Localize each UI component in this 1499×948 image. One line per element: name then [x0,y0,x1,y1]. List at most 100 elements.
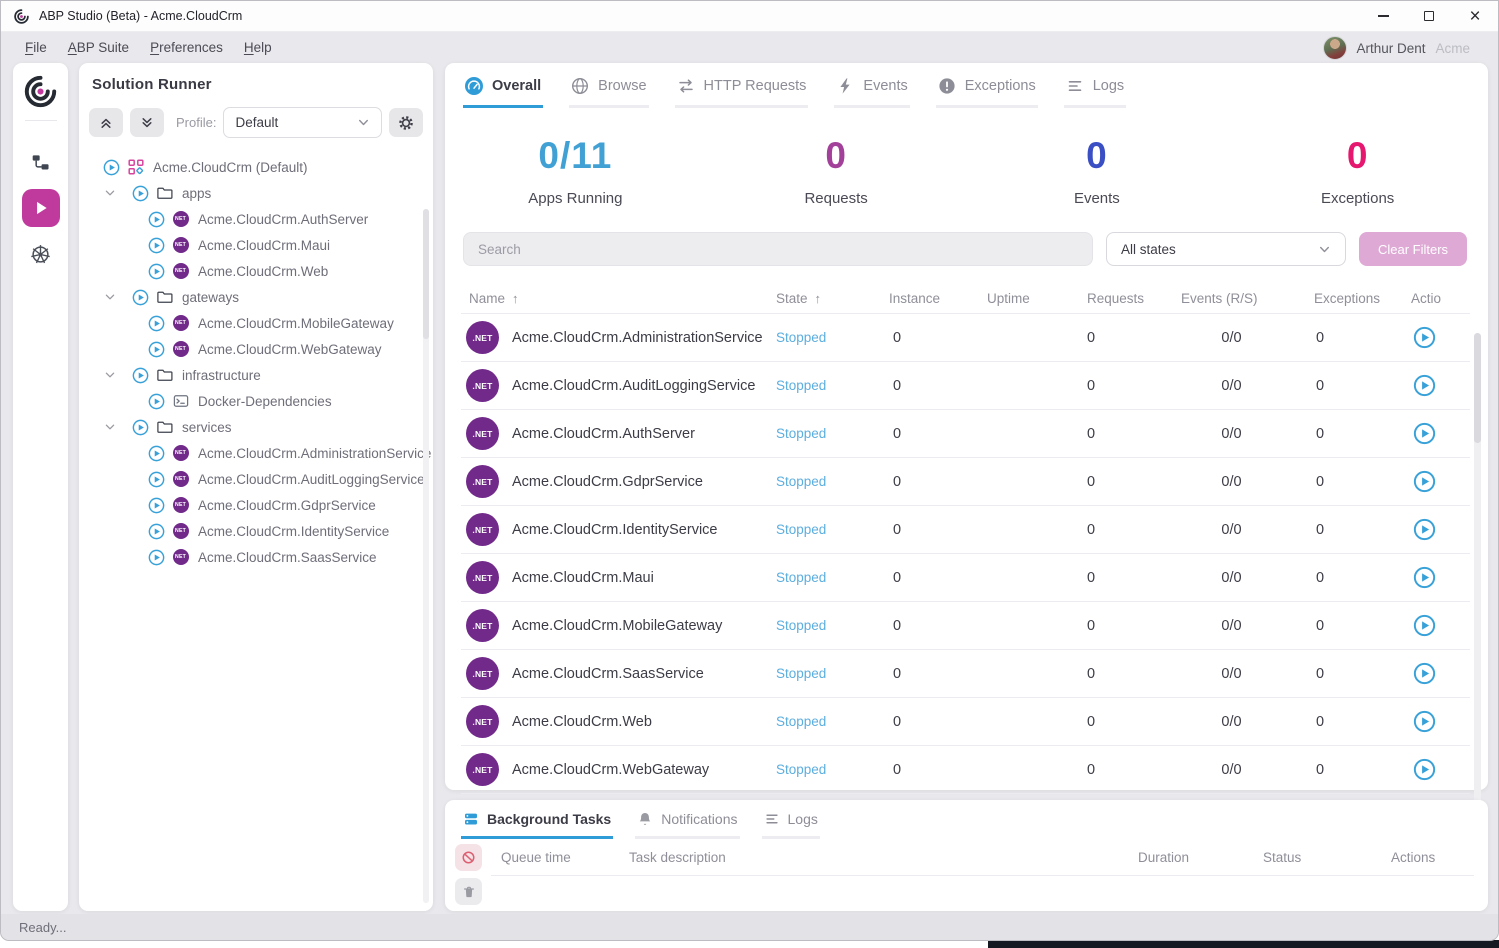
chevron-down-icon[interactable] [103,186,118,201]
play-circle-icon[interactable] [132,289,149,306]
service-row-acme-cloudcrm-maui[interactable]: .NET Acme.CloudCrm.Maui Stopped 0 0 0/0 0 [461,554,1470,602]
service-instance: 0 [893,569,902,586]
tree-item-acme-cloudcrm-administrationservice[interactable]: NET Acme.CloudCrm.AdministrationService [79,440,433,466]
chevron-down-icon[interactable] [103,290,118,305]
tree-item-acme-cloudcrm-maui[interactable]: NET Acme.CloudCrm.Maui [79,232,433,258]
close-button[interactable]: × [1452,1,1498,31]
start-service-button[interactable] [1413,470,1436,493]
play-circle-icon[interactable] [132,367,149,384]
play-circle-icon[interactable] [148,523,165,540]
clear-filters-button[interactable]: Clear Filters [1359,232,1467,266]
service-name: Acme.CloudCrm.Web [512,713,652,730]
play-circle-icon[interactable] [148,445,165,462]
chevron-down-icon[interactable] [103,420,118,435]
play-circle-icon[interactable] [103,159,120,176]
chevron-down-icon[interactable] [103,368,118,383]
tab-overall[interactable]: Overall [463,77,544,108]
service-row-acme-cloudcrm-mobilegateway[interactable]: .NET Acme.CloudCrm.MobileGateway Stopped 0 0… [461,602,1470,650]
expand-all-button[interactable] [130,108,164,137]
tree-item-acme-cloudcrm-webgateway[interactable]: NET Acme.CloudCrm.WebGateway [79,336,433,362]
play-circle-icon[interactable] [148,211,165,228]
tab-background-tasks[interactable]: Background Tasks [461,811,614,839]
tab-label: Logs [787,811,818,827]
start-service-button[interactable] [1413,758,1436,781]
scrollbar-thumb[interactable] [1474,333,1481,443]
tab-notifications[interactable]: Notifications [635,811,740,839]
solution-tree-scrollbar[interactable] [423,209,429,903]
tree-item-infrastructure[interactable]: infrastructure [79,362,433,388]
search-input[interactable] [463,232,1093,266]
play-circle-icon[interactable] [132,419,149,436]
minimize-button[interactable] [1360,1,1406,31]
column-header-state[interactable]: State ↑ [776,290,822,306]
kubernetes-button[interactable] [22,235,60,273]
menu-item-file[interactable]: File [25,40,47,55]
tree-item-acme-cloudcrm-auditloggingservice[interactable]: NET Acme.CloudCrm.AuditLoggingService [79,466,433,492]
gauge-icon [465,77,483,95]
start-service-button[interactable] [1413,422,1436,445]
tree-item-apps[interactable]: apps [79,180,433,206]
maximize-button[interactable] [1406,1,1452,31]
play-circle-icon[interactable] [148,237,165,254]
service-row-acme-cloudcrm-webgateway[interactable]: .NET Acme.CloudCrm.WebGateway Stopped 0 0 0/0… [461,746,1470,794]
play-circle-icon[interactable] [148,497,165,514]
tab-browse[interactable]: Browse [569,77,649,108]
scrollbar-thumb[interactable] [423,209,429,339]
tree-item-services[interactable]: services [79,414,433,440]
service-row-acme-cloudcrm-authserver[interactable]: .NET Acme.CloudCrm.AuthServer Stopped 0 0 0/0… [461,410,1470,458]
play-circle-icon[interactable] [148,471,165,488]
tree-item-acme-cloudcrm-authserver[interactable]: NET Acme.CloudCrm.AuthServer [79,206,433,232]
play-circle-icon[interactable] [148,549,165,566]
menu-item-preferences[interactable]: Preferences [150,40,223,55]
play-circle-icon[interactable] [148,341,165,358]
profile-select[interactable]: Default [223,107,382,138]
tab-logs[interactable]: Logs [1063,77,1127,108]
menu-item-abp-suite[interactable]: ABP Suite [67,40,130,55]
maximize-icon [1424,11,1434,21]
tree-item-acme-cloudcrm-mobilegateway[interactable]: NET Acme.CloudCrm.MobileGateway [79,310,433,336]
start-service-button[interactable] [1413,374,1436,397]
column-header-name[interactable]: Name ↑ [469,290,519,306]
tree-item-docker-dependencies[interactable]: Docker-Dependencies [79,388,433,414]
service-row-acme-cloudcrm-saasservice[interactable]: .NET Acme.CloudCrm.SaasService Stopped 0 0 0/… [461,650,1470,698]
start-service-button[interactable] [1413,326,1436,349]
start-service-button[interactable] [1413,518,1436,541]
dotnet-icon: NET [172,497,189,514]
start-service-button[interactable] [1413,710,1436,733]
tree-item-acme-cloudcrm-gdprservice[interactable]: NET Acme.CloudCrm.GdprService [79,492,433,518]
tree-item-gateways[interactable]: gateways [79,284,433,310]
stat-value: 0 [1346,135,1369,176]
solution-explorer-button[interactable] [22,143,60,181]
runner-settings-button[interactable] [389,108,423,137]
service-row-acme-cloudcrm-gdprservice[interactable]: .NET Acme.CloudCrm.GdprService Stopped 0 0 0/… [461,458,1470,506]
play-circle-icon[interactable] [148,393,165,410]
service-row-acme-cloudcrm-web[interactable]: .NET Acme.CloudCrm.Web Stopped 0 0 0/0 0 [461,698,1470,746]
tab-http-requests[interactable]: HTTP Requests [674,77,809,108]
menu-item-help[interactable]: Help [243,40,272,55]
folder-icon [156,419,173,436]
clear-tasks-button[interactable] [455,878,482,905]
tree-item-acme-cloudcrm-identityservice[interactable]: NET Acme.CloudCrm.IdentityService [79,518,433,544]
service-row-acme-cloudcrm-administrationservice[interactable]: .NET Acme.CloudCrm.AdministrationService S… [461,314,1470,362]
service-name-cell: .NET Acme.CloudCrm.GdprService [461,465,776,498]
start-service-button[interactable] [1413,566,1436,589]
play-circle-icon[interactable] [132,185,149,202]
user-account[interactable]: Arthur Dent Acme [1323,36,1484,60]
start-service-button[interactable] [1413,614,1436,637]
main-panel-scrollbar[interactable] [1474,333,1481,838]
start-service-button[interactable] [1413,662,1436,685]
service-row-acme-cloudcrm-auditloggingservice[interactable]: .NET Acme.CloudCrm.AuditLoggingService Sto… [461,362,1470,410]
tab-events[interactable]: Events [834,77,910,108]
tab-exceptions[interactable]: Exceptions [935,77,1038,108]
solution-runner-button[interactable] [21,189,60,227]
state-filter-select[interactable]: All states [1106,232,1346,266]
play-circle-icon[interactable] [148,263,165,280]
play-circle-icon[interactable] [148,315,165,332]
tree-item-acme-cloudcrm-default[interactable]: Acme.CloudCrm (Default) [79,154,433,180]
tree-item-acme-cloudcrm-saasservice[interactable]: NET Acme.CloudCrm.SaasService [79,544,433,570]
tree-item-acme-cloudcrm-web[interactable]: NET Acme.CloudCrm.Web [79,258,433,284]
cancel-tasks-button[interactable] [455,844,482,871]
service-row-acme-cloudcrm-identityservice[interactable]: .NET Acme.CloudCrm.IdentityService Stopped… [461,506,1470,554]
tab-logs[interactable]: Logs [761,811,820,839]
collapse-all-button[interactable] [89,108,123,137]
